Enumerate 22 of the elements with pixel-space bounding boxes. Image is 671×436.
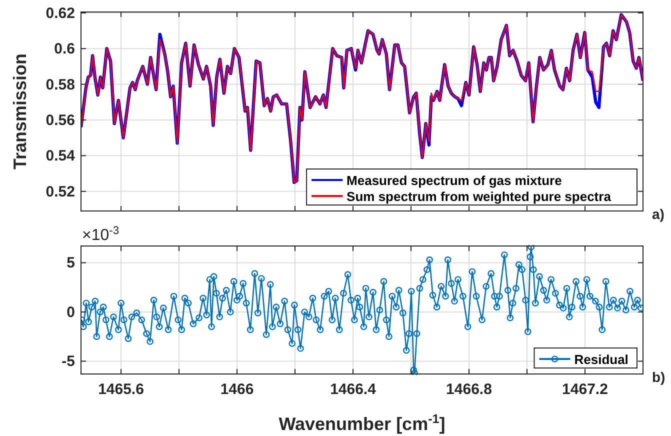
x-axis-title: Wavenumber [cm$^{-1}$] [278,412,446,434]
text: ×10$^{-3}$ [82,225,120,244]
legend-label: Measured spectrum of gas mixture [346,173,562,188]
x-tick-label: 1467.2 [562,381,608,398]
y-tick-label: 5 [66,254,75,272]
y-axis-title: Transmission [10,53,30,170]
legend-label: Sum spectrum from weighted pure spectra [346,189,612,204]
x-tick-label: 1465.6 [98,381,144,398]
y-tick-label: 0.6 [54,40,75,58]
text: a) [652,206,664,222]
x-tick-label: 1466 [220,381,254,398]
legend-label: Residual [574,352,628,367]
x-tick-label: 1466.8 [446,381,492,398]
y-tick-label: 0.52 [46,183,75,200]
y-tick-label: 0.56 [46,112,75,129]
y-tick-label: 0 [66,304,75,321]
y-tick-label: -5 [62,353,75,370]
text: b) [652,369,666,385]
y-tick-label: 0.62 [46,4,75,22]
y-tick-label: 0.54 [46,148,76,165]
y-tick-label: 0.58 [46,76,75,94]
x-tick-label: 1466.4 [330,381,377,398]
